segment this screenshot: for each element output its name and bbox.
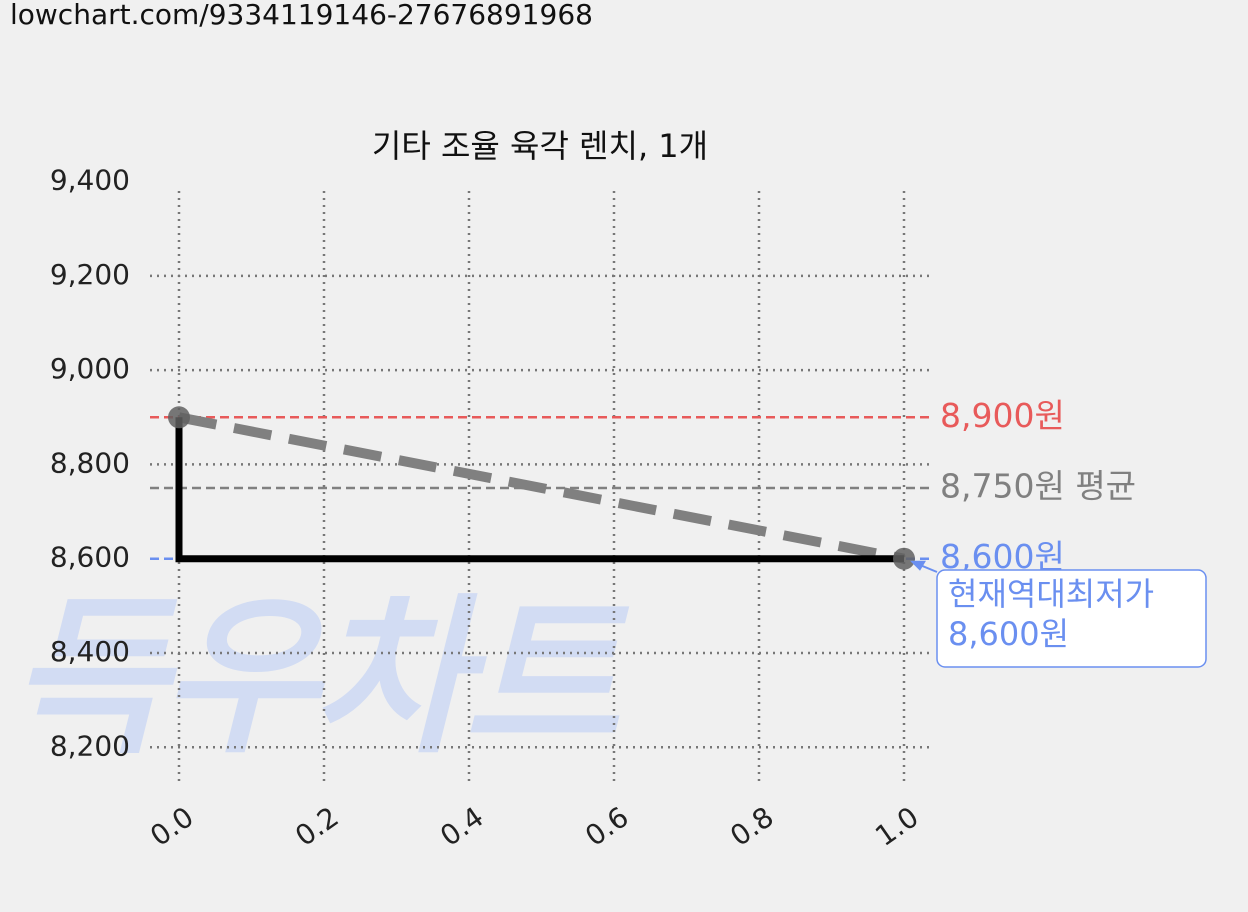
price-line: [175, 417, 904, 563]
annotation-text: 현재역대최저가: [948, 575, 1154, 613]
chart-title: 기타 조율 육각 렌치, 1개: [372, 127, 708, 165]
annotation-box: [936, 569, 1207, 668]
y-tick-label: 8,400: [50, 635, 130, 668]
y-tick-label: 8,600: [50, 541, 130, 574]
watermark: 득우차트: [10, 579, 630, 777]
y-tick-label: 9,000: [50, 352, 130, 385]
y-tick-label: 9,400: [50, 164, 130, 197]
reference-label: 8,750원 평균: [940, 467, 1136, 506]
trend-line: [178, 412, 905, 564]
y-tick-label: 9,200: [50, 258, 130, 291]
point-marker: [893, 547, 915, 570]
annotation-arrowhead: [910, 560, 926, 571]
url: lowchart.com/9334119146-27676891968: [10, 0, 593, 31]
y-tick-label: 8,200: [50, 729, 130, 762]
point-marker: [168, 406, 190, 429]
y-tick-label: 8,800: [50, 446, 130, 479]
reference-label: 8,900원: [940, 396, 1065, 435]
annotation-text: 8,600원: [948, 615, 1069, 653]
